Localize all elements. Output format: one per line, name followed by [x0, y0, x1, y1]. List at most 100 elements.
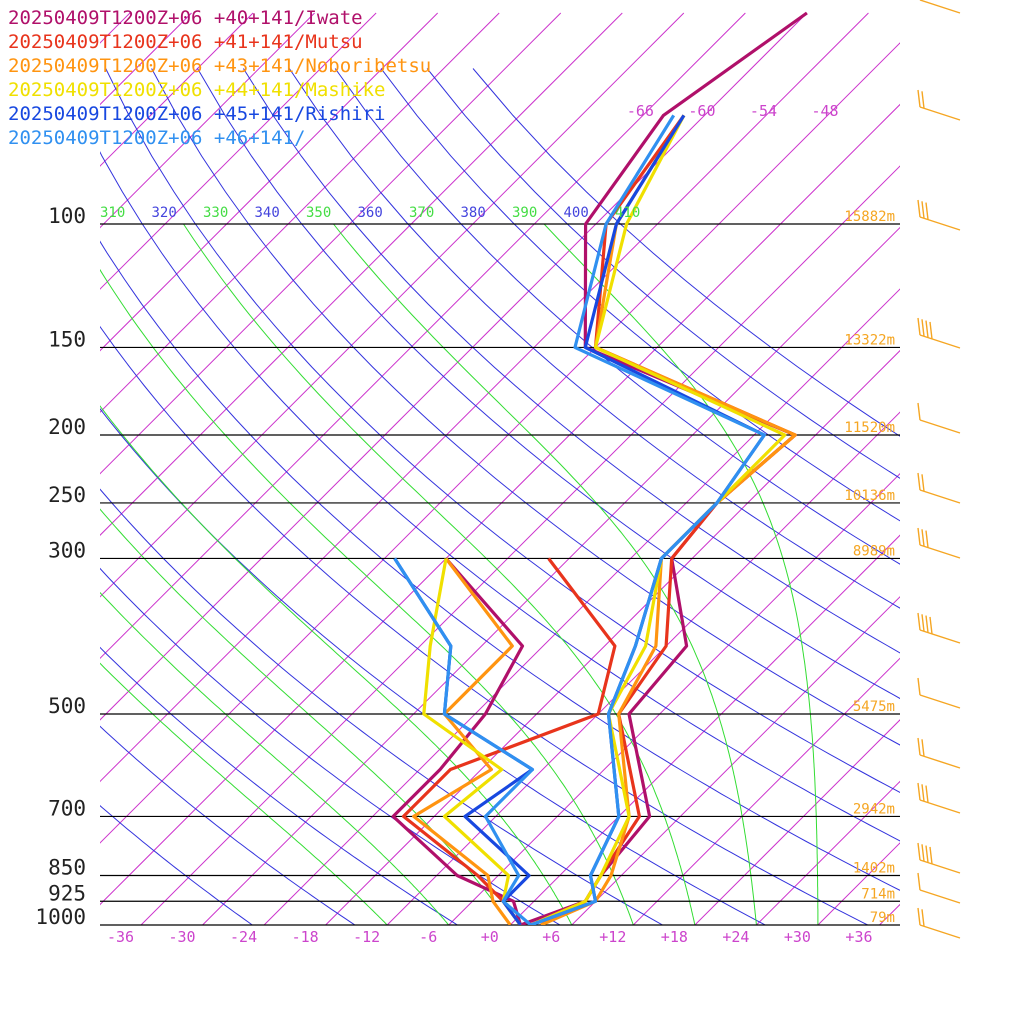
- isotherm-line: [448, 473, 900, 925]
- height-label: 10136m: [844, 488, 895, 504]
- wind-barb-flag: [917, 737, 921, 756]
- isotherm-label: -54: [750, 102, 777, 120]
- pressure-label: 700: [48, 796, 86, 820]
- wind-barb-flag: [917, 782, 921, 801]
- wind-barb-flag: [921, 739, 925, 757]
- theta-label: 400: [564, 205, 589, 221]
- wind-barb-staff: [919, 629, 961, 644]
- wind-barb: [917, 317, 961, 349]
- wind-barb: [917, 737, 961, 769]
- isotherm-line: [100, 12, 254, 167]
- wind-barb-flag: [917, 402, 921, 421]
- theta-label: 330: [203, 205, 228, 221]
- temperature-series-line: [530, 114, 766, 925]
- wind-barb-flag: [921, 91, 925, 109]
- pressure-label: 100: [48, 204, 86, 228]
- pressure-label: 1000: [35, 905, 86, 929]
- wind-barb-flag: [925, 320, 929, 338]
- wind-barb-flag: [929, 616, 933, 634]
- isotherm-line: [100, 42, 900, 844]
- theta-label: 380: [461, 205, 486, 221]
- x-tick-label: -36: [107, 928, 134, 946]
- height-label: 1402m: [853, 861, 895, 877]
- x-tick-label: +0: [481, 928, 499, 946]
- wind-barb-flag: [921, 201, 925, 219]
- isotherm-line: [100, 12, 746, 660]
- temperature-series-line: [540, 114, 797, 925]
- x-tick-label: -12: [353, 928, 380, 946]
- wind-barb: [917, 402, 961, 434]
- x-tick-label: +18: [661, 928, 688, 946]
- legend-entry: 20250409T1200Z+06 +44+141/Mashike: [8, 79, 386, 101]
- isotherm-line: [100, 12, 623, 536]
- wind-barb: [917, 612, 961, 644]
- x-tick-label: -6: [419, 928, 437, 946]
- legend-entry: 20250409T1200Z+06 +46+141/: [8, 127, 305, 149]
- theta-label: 310: [100, 205, 125, 221]
- x-tick-label: -24: [230, 928, 257, 946]
- height-label: 15882m: [844, 209, 895, 225]
- x-tick-label: +6: [542, 928, 560, 946]
- legend-entry: 20250409T1200Z+06 +45+141/Rishiri: [8, 103, 386, 125]
- dewpoint-series-line: [393, 557, 535, 925]
- legend-entry: 20250409T1200Z+06 +43+141/Noboribetsu: [8, 55, 431, 77]
- wind-barb-flag: [921, 844, 925, 862]
- wind-barb-flag: [921, 529, 925, 547]
- dry-adiabat-line: [100, 488, 663, 925]
- dry-adiabat-line: [426, 68, 900, 479]
- wind-barb-flag: [917, 612, 921, 631]
- isotherm-line: [817, 842, 900, 925]
- height-label: 13322m: [844, 332, 895, 348]
- x-tick-label: +24: [722, 928, 749, 946]
- isotherm-line: [263, 288, 900, 925]
- theta-label: 350: [306, 205, 331, 221]
- isotherm-line: [100, 103, 900, 906]
- isotherm-line: [100, 12, 377, 290]
- isotherm-line: [879, 903, 900, 925]
- height-label: 11520m: [844, 420, 895, 436]
- wind-barb-flag: [925, 202, 929, 220]
- dry-adiabat-line: [242, 68, 900, 654]
- isotherm-line: [756, 780, 900, 925]
- pressure-label: 925: [48, 881, 86, 905]
- legend-entry: 20250409T1200Z+06 +41+141/Mutsu: [8, 31, 363, 53]
- wind-barb-staff: [919, 216, 961, 231]
- isotherm-line: [100, 12, 500, 413]
- isotherm-line: [571, 596, 900, 925]
- wind-barb-staff: [919, 889, 961, 904]
- wind-barb-flag: [921, 319, 925, 337]
- dry-adiabat-line: [380, 68, 900, 522]
- height-label: 714m: [861, 886, 895, 902]
- wind-barb-staff: [919, 489, 961, 504]
- wind-barb-flag: [925, 845, 929, 863]
- isotherm-line: [100, 12, 685, 598]
- isotherm-label: -66: [627, 102, 654, 120]
- wind-barb: [917, 782, 961, 814]
- isotherm-line: [386, 411, 900, 925]
- wind-barb-flag: [917, 317, 921, 336]
- height-label: 2942m: [853, 801, 895, 817]
- wind-barb-flag: [929, 846, 933, 864]
- isotherm-label: -48: [811, 102, 838, 120]
- wind-barb-flag: [921, 614, 925, 632]
- wind-barb-staff: [919, 799, 961, 814]
- temperature-series-line: [530, 114, 787, 925]
- dewpoint-series-line: [401, 557, 617, 925]
- dewpoint-series-line: [412, 557, 514, 925]
- x-tick-label: +30: [784, 928, 811, 946]
- height-label: 8989m: [853, 543, 895, 559]
- wind-barb-flag: [921, 909, 925, 927]
- dry-adiabat-line: [100, 646, 458, 925]
- theta-label: 340: [255, 205, 280, 221]
- wind-barb-staff: [919, 694, 961, 709]
- wind-barb-flag: [929, 321, 933, 339]
- isotherm-line: [100, 12, 869, 783]
- wind-barb: [917, 842, 961, 874]
- isotherm-line: [0, 13, 68, 925]
- dry-adiabat-line: [151, 68, 900, 746]
- theta-label: 410: [615, 205, 640, 221]
- dry-adiabat-line: [100, 151, 900, 842]
- wind-barb: [917, 199, 961, 231]
- wind-barb: [917, 907, 961, 939]
